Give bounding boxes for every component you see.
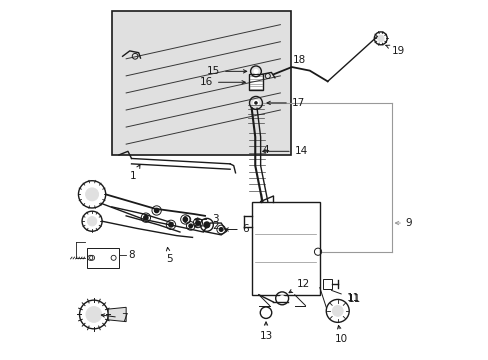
Text: 1: 1 — [130, 165, 140, 181]
Circle shape — [253, 69, 258, 74]
Bar — [249, 74, 262, 90]
Text: 3: 3 — [194, 215, 219, 224]
Bar — [323, 279, 332, 289]
Circle shape — [254, 102, 257, 104]
Text: 11: 11 — [346, 294, 360, 304]
Circle shape — [143, 216, 148, 220]
Text: 16: 16 — [199, 77, 245, 87]
Text: 7: 7 — [101, 313, 127, 323]
Circle shape — [183, 217, 187, 222]
Circle shape — [168, 223, 173, 227]
Bar — [112, 12, 290, 155]
Text: 19: 19 — [385, 45, 404, 56]
Text: 5: 5 — [165, 247, 172, 264]
Bar — [251, 202, 319, 295]
Circle shape — [278, 295, 285, 302]
Text: 2: 2 — [194, 221, 219, 231]
Text: 6: 6 — [224, 225, 249, 234]
Text: 11: 11 — [331, 290, 359, 303]
Text: 10: 10 — [334, 325, 347, 344]
Text: 15: 15 — [206, 66, 246, 76]
Bar — [86, 248, 119, 268]
Circle shape — [85, 188, 99, 201]
Text: 4: 4 — [262, 144, 269, 154]
Circle shape — [203, 222, 209, 228]
Circle shape — [195, 221, 200, 225]
Circle shape — [87, 217, 97, 226]
Text: 18: 18 — [292, 55, 305, 65]
Text: 9: 9 — [395, 218, 412, 228]
Circle shape — [86, 307, 102, 322]
Circle shape — [332, 306, 343, 316]
Circle shape — [188, 224, 192, 228]
Text: 17: 17 — [266, 98, 305, 108]
Circle shape — [252, 100, 259, 106]
Circle shape — [377, 35, 383, 41]
Text: 14: 14 — [262, 146, 307, 156]
Text: 8: 8 — [128, 250, 134, 260]
Text: 13: 13 — [259, 322, 272, 341]
Circle shape — [219, 228, 223, 231]
Circle shape — [263, 310, 268, 316]
Polygon shape — [108, 307, 126, 321]
Circle shape — [154, 208, 159, 213]
Text: 12: 12 — [288, 279, 309, 293]
